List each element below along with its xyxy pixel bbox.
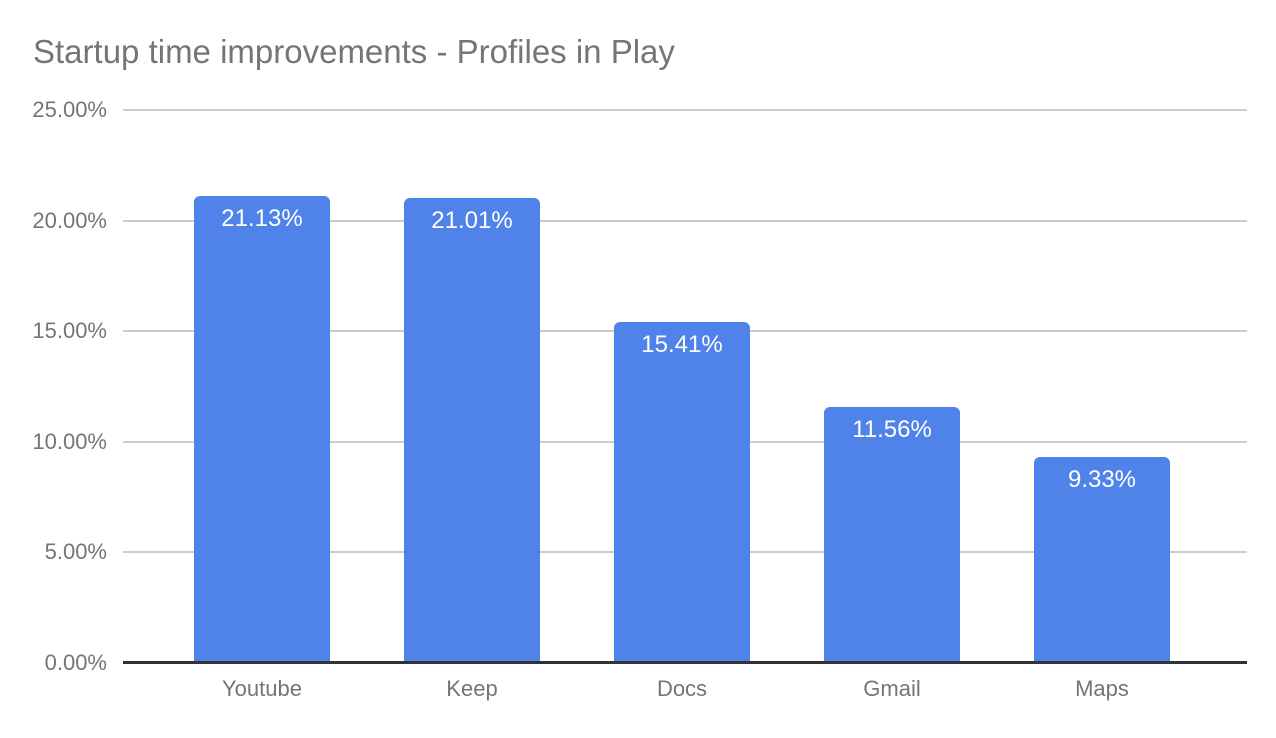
- gridline-20: [123, 219, 1247, 222]
- x-tick-label-maps: Maps: [1075, 676, 1129, 701]
- bar-docs[interactable]: 15.41%: [614, 322, 750, 663]
- bar-gmail[interactable]: 11.56%: [824, 407, 960, 663]
- y-tick-label-10: 10.00%: [32, 428, 107, 454]
- y-tick-label-15: 15.00%: [32, 318, 107, 344]
- bar-youtube[interactable]: 21.13%: [194, 195, 330, 663]
- bar-value-label-maps: 9.33%: [1067, 465, 1137, 493]
- y-tick-label-20: 20.00%: [32, 207, 107, 233]
- bar-maps[interactable]: 9.33%: [1034, 456, 1170, 663]
- x-tick-label-gmail: Gmail: [863, 676, 921, 701]
- x-tick-label-keep: Keep: [446, 676, 498, 701]
- gridline-25: [123, 109, 1247, 111]
- x-tick-label-youtube: Youtube: [222, 676, 302, 701]
- y-tick-label-0: 0.00%: [44, 650, 107, 675]
- bar-keep[interactable]: 21.01%: [404, 198, 540, 663]
- plot-area: 21.13% 21.01% 15.41% 11.56% 9.33%: [123, 109, 1247, 663]
- y-tick-label-5: 5.00%: [44, 539, 107, 565]
- y-tick-label-25: 25.00%: [32, 97, 107, 122]
- x-tick-label-docs: Docs: [656, 676, 708, 701]
- x-axis-line: [123, 661, 1247, 664]
- chart-title: Startup time improvements - Profiles in …: [33, 33, 675, 70]
- bar-value-label-youtube: 21.13%: [221, 204, 303, 232]
- bar-value-label-gmail: 11.56%: [852, 416, 932, 444]
- bar-value-label-keep: 21.01%: [431, 207, 513, 235]
- bar-value-label-docs: 15.41%: [641, 331, 723, 359]
